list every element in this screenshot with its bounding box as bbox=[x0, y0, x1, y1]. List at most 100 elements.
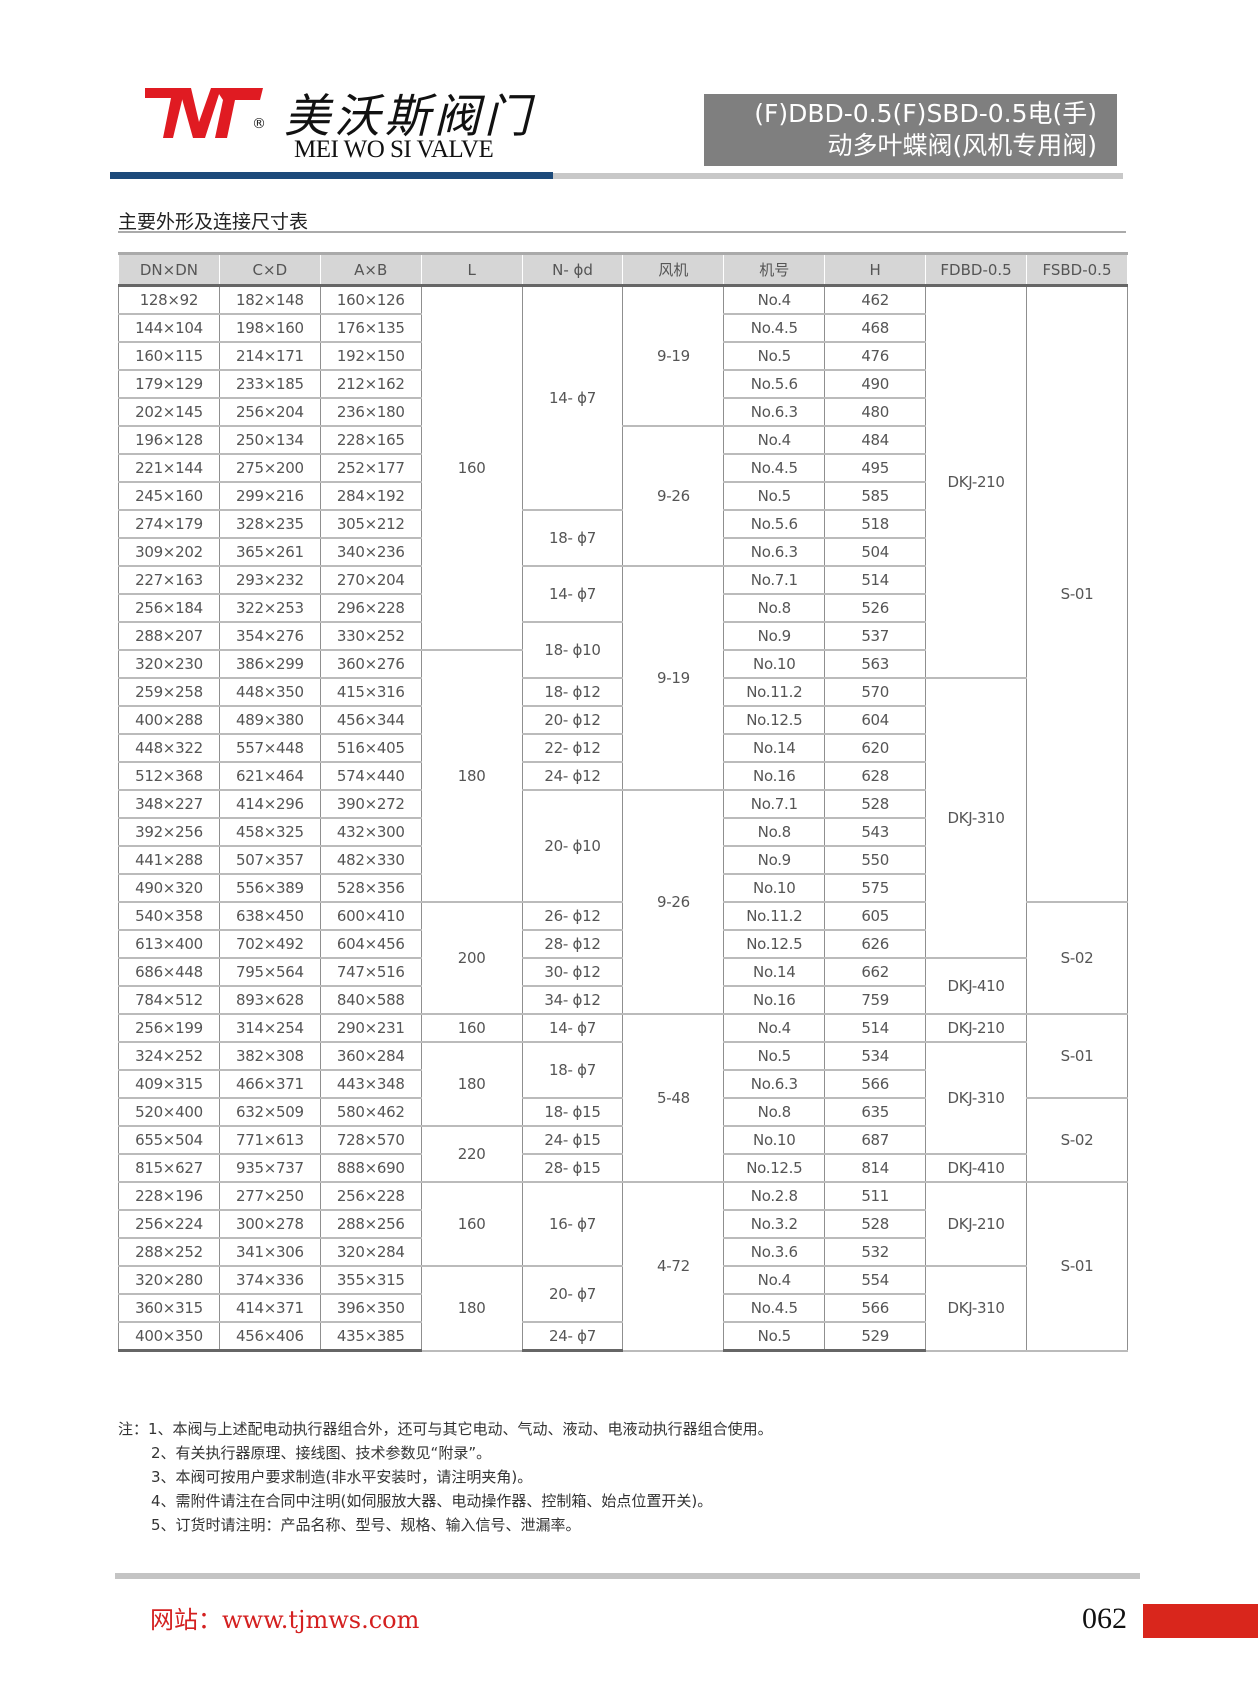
cell-cxd: 489×380 bbox=[218, 705, 321, 735]
cell-l: 180 bbox=[420, 1041, 523, 1127]
note-item: 注：1、本阀与上述配电动执行器组合外，还可与其它电动、气动、液动、电液动执行器组… bbox=[118, 1417, 773, 1441]
cell-cxd: 414×296 bbox=[218, 789, 321, 819]
cell-model: No.5 bbox=[723, 481, 826, 511]
cell-h: 604 bbox=[824, 705, 927, 735]
cell-fan: 4-72 bbox=[622, 1181, 725, 1352]
cell-axb: 228×165 bbox=[319, 425, 422, 455]
column-header: DN×DN bbox=[118, 252, 220, 287]
cell-n-phi-d: 18- ϕ15 bbox=[521, 1097, 624, 1127]
cell-h: 620 bbox=[824, 733, 927, 763]
cell-n-phi-d: 20- ϕ12 bbox=[521, 705, 624, 735]
table-row: 540×358 638×450 600×410 200 26- ϕ12 No.11.2 60… bbox=[118, 901, 1128, 1015]
cell-model: No.14 bbox=[723, 733, 826, 763]
table-row: 490×320 556×389 528×356 No.10 575 bbox=[118, 873, 1128, 903]
cell-fan: 5-48 bbox=[622, 1013, 725, 1183]
cell-cxd: 466×371 bbox=[218, 1069, 321, 1099]
cell-cxd: 557×448 bbox=[218, 733, 321, 763]
cell-fsbd: S-01 bbox=[1026, 1181, 1128, 1352]
cell-h: 468 bbox=[824, 313, 927, 343]
cell-cxd: 795×564 bbox=[218, 957, 321, 987]
cell-axb: 288×256 bbox=[319, 1209, 422, 1239]
table-row: 686×448 795×564 747×516 30- ϕ12 No.14 662 DKJ-… bbox=[118, 957, 1128, 1015]
cell-axb: 516×405 bbox=[319, 733, 422, 763]
cell-l: 160 bbox=[420, 1013, 523, 1043]
website-link[interactable]: 网站：www.tjmws.com bbox=[150, 1606, 420, 1634]
cell-h: 518 bbox=[824, 509, 927, 539]
cell-model: No.5.6 bbox=[723, 509, 826, 539]
cell-dn: 512×368 bbox=[118, 761, 220, 791]
cell-model: No.14 bbox=[723, 957, 826, 987]
cell-h: 662 bbox=[824, 957, 927, 987]
cell-dn: 392×256 bbox=[118, 817, 220, 847]
cell-dn: 540×358 bbox=[118, 901, 220, 931]
cell-model: No.4.5 bbox=[723, 1293, 826, 1323]
cell-cxd: 300×278 bbox=[218, 1209, 321, 1239]
column-header: A×B bbox=[319, 252, 422, 287]
cell-model: No.16 bbox=[723, 761, 826, 791]
cell-dn: 227×163 bbox=[118, 565, 220, 595]
product-title: (F)DBD-0.5(F)SBD-0.5电(手) 动多叶蝶阀(风机专用阀) bbox=[704, 94, 1117, 166]
product-title-line2: 动多叶蝶阀(风机专用阀) bbox=[827, 131, 1097, 160]
cell-axb: 747×516 bbox=[319, 957, 422, 987]
table-row: 288×207 354×276 330×252 18- ϕ10 No.9 537 bbox=[118, 621, 1128, 679]
cell-fdbd: DKJ-410 bbox=[925, 1153, 1028, 1183]
table-row: 613×400 702×492 604×456 28- ϕ12 No.12.5 626 bbox=[118, 929, 1128, 959]
note-item: 4、需附件请注在合同中注明(如伺服放大器、电动操作器、控制箱、始点位置开关)。 bbox=[118, 1489, 773, 1513]
cell-model: No.8 bbox=[723, 817, 826, 847]
registered-mark: ® bbox=[252, 116, 266, 132]
cell-l: 160 bbox=[420, 285, 523, 651]
cell-axb: 396×350 bbox=[319, 1293, 422, 1323]
cell-h: 532 bbox=[824, 1237, 927, 1267]
cell-model: No.5 bbox=[723, 341, 826, 371]
table-row: 815×627 935×737 888×690 28- ϕ15 No.12.5 814 DK… bbox=[118, 1153, 1128, 1183]
cell-h: 480 bbox=[824, 397, 927, 427]
cell-h: 504 bbox=[824, 537, 927, 567]
cell-model: No.4 bbox=[723, 1265, 826, 1295]
cell-model: No.4 bbox=[723, 425, 826, 455]
cell-axb: 482×330 bbox=[319, 845, 422, 875]
cell-axb: 600×410 bbox=[319, 901, 422, 931]
cell-dn: 360×315 bbox=[118, 1293, 220, 1323]
cell-axb: 355×315 bbox=[319, 1265, 422, 1295]
cell-axb: 256×228 bbox=[319, 1181, 422, 1211]
cell-dn: 400×288 bbox=[118, 705, 220, 735]
notes: 注：1、本阀与上述配电动执行器组合外，还可与其它电动、气动、液动、电液动执行器组… bbox=[118, 1417, 773, 1537]
cell-h: 585 bbox=[824, 481, 927, 511]
cell-cxd: 365×261 bbox=[218, 537, 321, 567]
cell-axb: 432×300 bbox=[319, 817, 422, 847]
table-row: 160×115 214×171 192×150 No.5 476 bbox=[118, 341, 1128, 371]
cell-dn: 179×129 bbox=[118, 369, 220, 399]
cell-dn: 288×207 bbox=[118, 621, 220, 651]
cell-model: No.3.2 bbox=[723, 1209, 826, 1239]
cell-cxd: 256×204 bbox=[218, 397, 321, 427]
table-row: 179×129 233×185 212×162 No.5.6 490 bbox=[118, 369, 1128, 399]
table-row: 202×145 256×204 236×180 No.6.3 480 bbox=[118, 397, 1128, 427]
cell-h: 605 bbox=[824, 901, 927, 931]
cell-axb: 840×588 bbox=[319, 985, 422, 1015]
cell-h: 511 bbox=[824, 1181, 927, 1211]
table-row: 400×350 456×406 435×385 24- ϕ7 No.5 529 bbox=[118, 1321, 1128, 1352]
cell-axb: 574×440 bbox=[319, 761, 422, 791]
cell-dn: 259×258 bbox=[118, 677, 220, 707]
table-row: 259×258 448×350 415×316 18- ϕ12 No.11.2 570 DK… bbox=[118, 677, 1128, 959]
cell-cxd: 771×613 bbox=[218, 1125, 321, 1155]
cell-cxd: 456×406 bbox=[218, 1321, 321, 1352]
cell-cxd: 299×216 bbox=[218, 481, 321, 511]
cell-dn: 221×144 bbox=[118, 453, 220, 483]
cell-dn: 196×128 bbox=[118, 425, 220, 455]
cell-n-phi-d: 28- ϕ15 bbox=[521, 1153, 624, 1183]
dimension-table: DN×DN C×D A×B L N- ϕd 风机 机号 H FDBD-0.5 FSBD-0.5 1… bbox=[118, 252, 1128, 1352]
cell-cxd: 382×308 bbox=[218, 1041, 321, 1071]
cell-axb: 340×236 bbox=[319, 537, 422, 567]
cell-axb: 252×177 bbox=[319, 453, 422, 483]
cell-dn: 490×320 bbox=[118, 873, 220, 903]
cell-cxd: 314×254 bbox=[218, 1013, 321, 1043]
table-row: 348×227 414×296 390×272 20- ϕ10 9-26 No.7.1 52… bbox=[118, 789, 1128, 1015]
cell-cxd: 632×509 bbox=[218, 1097, 321, 1127]
note-prefix: 注： bbox=[118, 1420, 149, 1438]
page-number: 062 bbox=[1082, 1602, 1127, 1635]
cell-cxd: 354×276 bbox=[218, 621, 321, 651]
cell-axb: 435×385 bbox=[319, 1321, 422, 1352]
cell-dn: 309×202 bbox=[118, 537, 220, 567]
cell-fdbd: DKJ-310 bbox=[925, 1265, 1028, 1352]
